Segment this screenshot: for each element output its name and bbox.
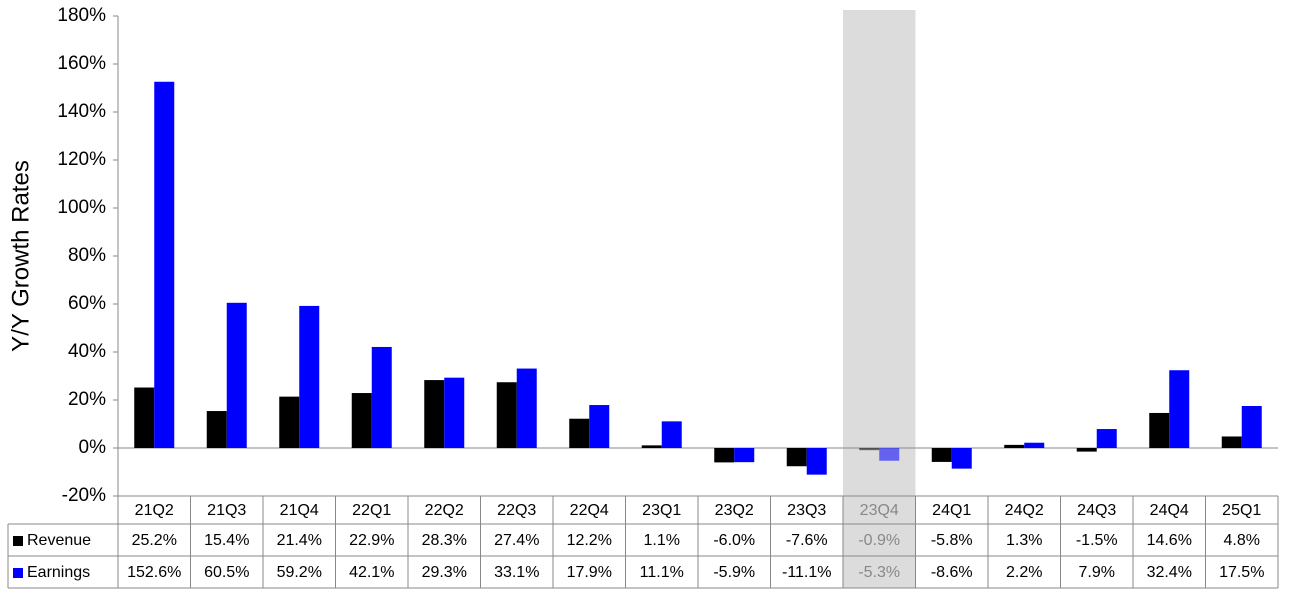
y-tick-label: 100% xyxy=(57,197,106,218)
bar xyxy=(879,448,900,461)
bar xyxy=(1221,436,1242,448)
legend-label: Revenue xyxy=(27,532,91,549)
bar xyxy=(1169,370,1190,448)
bar xyxy=(1149,412,1170,448)
table-value: 22.9% xyxy=(349,532,394,549)
table-value: 28.3% xyxy=(422,532,467,549)
x-tick-label: 24Q4 xyxy=(1150,502,1189,519)
table-value: 11.1% xyxy=(640,564,684,581)
table-value: 60.5% xyxy=(204,564,249,581)
table-value: -5.8% xyxy=(931,532,973,549)
table-value: -8.6% xyxy=(931,564,973,581)
bar xyxy=(371,346,392,448)
table-value: -5.9% xyxy=(713,564,755,581)
table-value: 17.9% xyxy=(567,564,612,581)
highlight-band xyxy=(843,10,916,588)
table-value: 1.3% xyxy=(1006,532,1042,549)
legend-marker xyxy=(13,536,23,546)
table-value: 12.2% xyxy=(567,532,612,549)
y-axis-label: Y/Y Growth Rates xyxy=(7,160,34,352)
x-tick-label: 21Q2 xyxy=(135,502,174,519)
x-tick-label: 22Q3 xyxy=(497,502,536,519)
table-value: 15.4% xyxy=(204,532,249,549)
bar xyxy=(1024,442,1045,448)
bar xyxy=(516,368,537,448)
y-tick-label: 0% xyxy=(79,437,107,458)
bar xyxy=(206,411,227,448)
table-value: 2.2% xyxy=(1006,564,1042,581)
bar xyxy=(641,445,662,448)
table-value: 59.2% xyxy=(277,564,322,581)
table-value: -1.5% xyxy=(1076,532,1118,549)
bar xyxy=(279,396,300,448)
x-tick-label: 25Q1 xyxy=(1222,502,1261,519)
bar xyxy=(714,448,735,463)
table-value: 32.4% xyxy=(1147,564,1192,581)
bar xyxy=(1004,444,1025,448)
bar xyxy=(154,81,175,448)
table-value: 27.4% xyxy=(494,532,539,549)
bar xyxy=(931,448,952,462)
y-tick-label: 120% xyxy=(57,149,106,170)
bar xyxy=(786,448,807,467)
bar xyxy=(569,418,590,448)
bar xyxy=(351,393,372,448)
table-value: 7.9% xyxy=(1079,564,1115,581)
y-tick-label: 140% xyxy=(57,101,106,122)
bar xyxy=(661,421,682,448)
bar xyxy=(951,448,972,469)
table-value: -7.6% xyxy=(786,532,828,549)
table-value: -11.1% xyxy=(782,564,832,581)
bar xyxy=(589,405,610,448)
bar xyxy=(444,377,465,448)
y-tick-label: 20% xyxy=(68,389,106,410)
x-tick-label: 21Q4 xyxy=(280,502,319,519)
bar xyxy=(1076,448,1097,452)
legend-label: Earnings xyxy=(27,564,90,581)
y-tick-label: 80% xyxy=(68,245,106,266)
bar xyxy=(226,302,247,448)
x-tick-label: 23Q3 xyxy=(787,502,826,519)
table-value: 29.3% xyxy=(422,564,467,581)
x-tick-label: 22Q2 xyxy=(425,502,464,519)
bar xyxy=(134,387,155,448)
y-tick-label: -20% xyxy=(62,485,106,506)
x-tick-label: 23Q4 xyxy=(860,502,899,519)
y-tick-label: 160% xyxy=(57,53,106,74)
bar xyxy=(734,448,755,463)
y-tick-label: 180% xyxy=(57,5,106,26)
x-tick-label: 24Q1 xyxy=(932,502,971,519)
x-tick-label: 23Q1 xyxy=(642,502,681,519)
y-tick-label: 40% xyxy=(68,341,106,362)
table-value: -6.0% xyxy=(713,532,755,549)
table-value: 33.1% xyxy=(494,564,539,581)
table-value: 25.2% xyxy=(132,532,177,549)
bar xyxy=(299,305,320,448)
x-tick-label: 21Q3 xyxy=(207,502,246,519)
bar xyxy=(1241,406,1262,448)
table-value: 21.4% xyxy=(277,532,322,549)
bar xyxy=(424,380,445,448)
x-tick-label: 24Q2 xyxy=(1005,502,1044,519)
bar xyxy=(806,448,827,475)
table-value: 42.1% xyxy=(349,564,394,581)
x-tick-label: 22Q4 xyxy=(570,502,609,519)
table-value: -0.9% xyxy=(858,532,900,549)
bar xyxy=(859,448,880,451)
x-tick-label: 23Q2 xyxy=(715,502,754,519)
table-value: 1.1% xyxy=(644,532,680,549)
table-value: 152.6% xyxy=(127,564,181,581)
y-tick-label: 60% xyxy=(68,293,106,314)
bar xyxy=(496,382,517,448)
x-tick-label: 24Q3 xyxy=(1077,502,1116,519)
bar xyxy=(1096,429,1117,448)
table-value: 4.8% xyxy=(1224,532,1260,549)
legend-marker xyxy=(13,568,23,578)
table-value: 14.6% xyxy=(1147,532,1192,549)
x-tick-label: 22Q1 xyxy=(352,502,391,519)
table-value: 17.5% xyxy=(1219,564,1264,581)
table-value: -5.3% xyxy=(858,564,900,581)
